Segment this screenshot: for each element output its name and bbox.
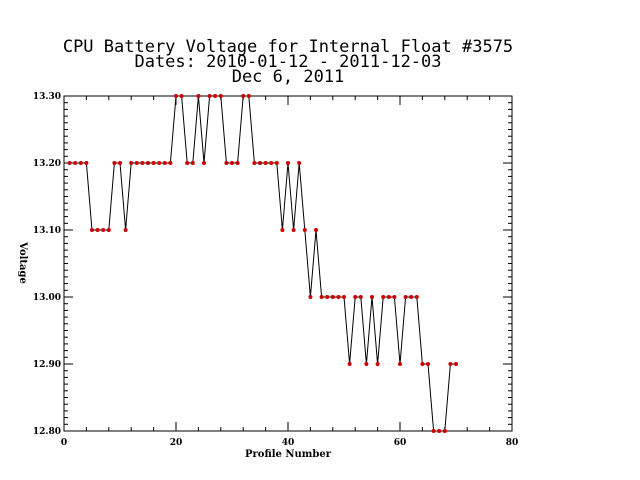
data-point [431,429,436,433]
plot-frame [63,95,513,432]
x-tick-label: 80 [506,438,519,448]
data-series [67,94,458,433]
data-point [342,295,346,299]
data-point [336,295,341,299]
x-tick-label: 0 [61,438,67,448]
axis-ticks [63,95,513,432]
data-point [353,295,358,299]
y-axis-label: Voltage [17,241,28,284]
data-point [162,161,167,165]
data-point [112,161,117,165]
y-tick-label: 13.00 [33,293,61,303]
y-tick-label: 13.10 [33,226,61,236]
data-point [134,161,139,165]
data-point [297,161,302,165]
data-point [140,161,145,165]
data-point [218,94,223,98]
data-point [280,228,285,232]
y-tick-label: 13.30 [33,92,61,102]
data-point [319,295,324,299]
chart-title-line-2: Dates: 2010-01-12 - 2011-12-03 [134,52,441,72]
data-point [325,295,330,299]
data-point [437,429,442,433]
data-point [263,161,268,165]
y-tick-label: 12.90 [33,360,61,370]
data-point [146,161,150,165]
data-point [185,161,190,165]
x-tick-label: 40 [282,438,295,448]
data-point [454,362,458,366]
data-point [129,161,134,165]
data-point [274,161,279,165]
data-point [78,161,83,165]
data-point [84,161,89,165]
data-point [230,161,234,165]
data-point [90,228,94,232]
data-point [106,228,111,232]
data-point [246,94,251,98]
x-tick-label: 20 [170,438,183,448]
data-point [398,362,402,366]
data-point [224,161,229,165]
data-point [330,295,335,299]
data-point [235,161,240,165]
data-point [168,161,173,165]
data-point [95,228,100,232]
data-point [196,94,201,98]
data-point [392,295,397,299]
data-point [101,228,106,232]
data-point [420,362,425,366]
chart-title-line-3: Dec 6, 2011 [232,67,345,87]
data-point [302,228,307,232]
data-point [174,94,178,98]
data-point [207,94,212,98]
data-point [118,161,122,165]
series-line [69,95,456,432]
data-point [73,161,78,165]
data-point [386,295,391,299]
x-axis-label: Profile Number [245,449,332,460]
data-point [157,161,162,165]
data-point [308,295,313,299]
data-point [375,362,380,366]
data-point [258,161,262,165]
data-point [347,362,352,366]
y-tick-label: 12.80 [33,427,61,437]
data-point [314,228,318,232]
data-point [291,228,296,232]
data-point [213,94,218,98]
data-point [381,295,386,299]
data-point [151,161,156,165]
y-tick-label: 13.20 [33,159,61,169]
data-point [442,429,447,433]
data-point [448,362,453,366]
data-point [179,94,184,98]
axis-tick-labels: 0 20 40 60 80 12.80 12.90 13.00 13.10 13.20 13.30 [33,92,518,448]
data-point [409,295,414,299]
data-point [426,362,430,366]
data-point [358,295,363,299]
data-point [202,161,206,165]
data-point [370,295,374,299]
data-point [403,295,408,299]
chart-title-line-1: CPU Battery Voltage for Internal Float #… [63,37,513,57]
data-point [67,161,72,165]
data-point [252,161,257,165]
data-point [269,161,274,165]
data-point [286,161,290,165]
data-point [414,295,419,299]
data-point [190,161,195,165]
data-point [241,94,246,98]
data-point [364,362,369,366]
data-point [123,228,128,232]
x-tick-label: 60 [394,438,407,448]
